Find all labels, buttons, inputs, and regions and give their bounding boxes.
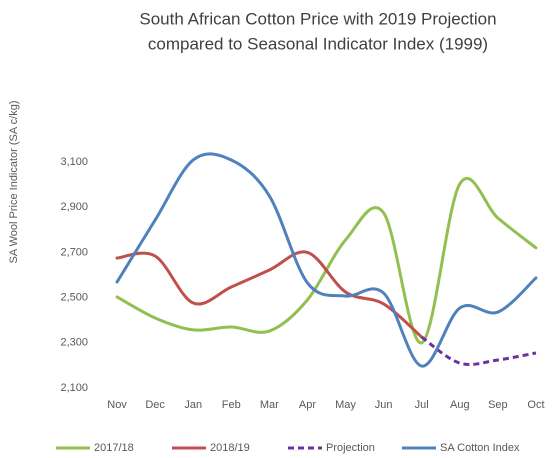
legend-label: 2017/18 [94,442,134,454]
legend-label: Projection [326,442,375,454]
y-tick-label: 2,700 [60,246,88,258]
y-tick-label: 2,900 [60,201,88,213]
chart-title: compared to Seasonal Indicator Index (19… [148,34,488,53]
x-tick-label: Oct [527,399,544,411]
series-line [420,335,537,366]
x-tick-label: Sep [488,399,508,411]
x-tick-label: Apr [299,399,316,411]
y-tick-label: 2,100 [60,382,88,394]
legend-label: 2018/19 [210,442,250,454]
x-tick-label: Jun [375,399,393,411]
x-tick-label: Feb [222,399,241,411]
x-tick-label: Nov [107,399,127,411]
y-axis-label: SA Wool Price Indicator (SA c/kg) [8,100,20,263]
x-tick-label: May [335,399,356,411]
y-tick-label: 3,100 [60,156,88,168]
x-tick-label: Jan [184,399,202,411]
y-tick-label: 2,500 [60,292,88,304]
x-tick-label: Dec [145,399,165,411]
series-line [115,176,538,345]
chart-title: South African Cotton Price with 2019 Pro… [139,9,496,28]
x-tick-label: Jul [415,399,429,411]
series-line [115,152,538,368]
legend-label: SA Cotton Index [440,442,520,454]
x-tick-label: Aug [450,399,470,411]
x-tick-label: Mar [260,399,279,411]
series-line [115,250,424,339]
y-tick-label: 2,300 [60,337,88,349]
